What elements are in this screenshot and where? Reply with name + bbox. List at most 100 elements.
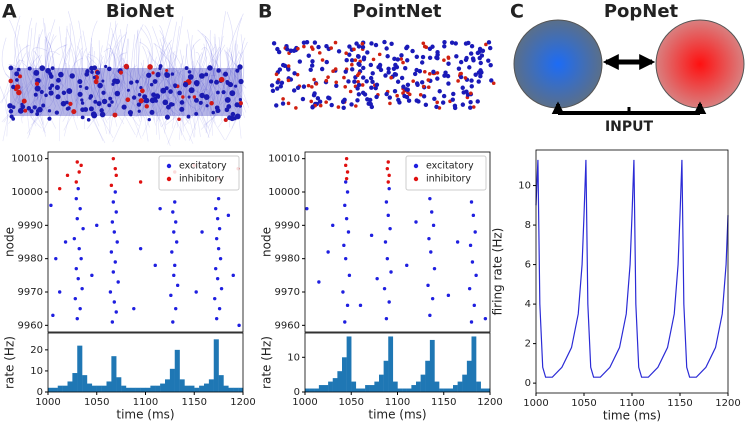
axon bbox=[155, 98, 171, 115]
spike bbox=[430, 210, 434, 214]
axon bbox=[188, 118, 199, 141]
point-cell bbox=[343, 84, 348, 89]
hist-bar bbox=[106, 381, 112, 392]
dendrite bbox=[178, 88, 187, 116]
dendrite bbox=[133, 24, 144, 86]
point-cell bbox=[324, 100, 328, 104]
point-cell bbox=[414, 98, 419, 103]
chart: 9960 9970 9980 9990 10000 10010 node excitatory… bbox=[3, 151, 244, 333]
inhibitory-population bbox=[655, 19, 745, 109]
point-cell bbox=[370, 79, 375, 85]
axon bbox=[165, 100, 178, 114]
cell bbox=[66, 88, 73, 95]
hist-bar bbox=[462, 374, 468, 392]
point-cell bbox=[334, 83, 339, 88]
cell bbox=[137, 92, 142, 97]
point-cell bbox=[369, 85, 374, 90]
y-axis-label: rate (Hz) bbox=[260, 336, 274, 389]
dendrite bbox=[87, 51, 95, 96]
point-cell bbox=[350, 67, 355, 72]
spike bbox=[171, 210, 175, 214]
spike bbox=[194, 290, 198, 294]
dendrite bbox=[172, 83, 185, 117]
hist-bar bbox=[126, 387, 132, 392]
cell bbox=[170, 72, 175, 76]
spike bbox=[51, 313, 55, 318]
point-cell bbox=[401, 60, 405, 65]
point-cell bbox=[478, 60, 483, 66]
hist-bar bbox=[466, 360, 472, 392]
point-cell bbox=[306, 53, 311, 58]
spike bbox=[116, 280, 120, 284]
point-cell bbox=[316, 44, 321, 50]
spike bbox=[111, 156, 116, 161]
cell bbox=[15, 78, 19, 82]
cell bbox=[101, 98, 108, 105]
point-cell bbox=[421, 41, 426, 46]
point-cell bbox=[435, 76, 440, 81]
cell bbox=[143, 99, 147, 103]
cell bbox=[146, 72, 152, 78]
spike bbox=[173, 263, 177, 268]
cell bbox=[224, 107, 230, 113]
dendrite bbox=[109, 91, 111, 116]
dendrite bbox=[232, 71, 241, 113]
spike bbox=[214, 266, 218, 271]
axon bbox=[230, 80, 243, 110]
dendrite bbox=[45, 19, 56, 82]
point-cell bbox=[440, 100, 446, 105]
cell bbox=[26, 106, 32, 111]
cell bbox=[154, 99, 158, 103]
spike bbox=[158, 206, 162, 211]
point-cell bbox=[329, 102, 334, 108]
point-cell bbox=[346, 79, 351, 84]
point-cell bbox=[414, 54, 420, 59]
spike bbox=[473, 230, 477, 234]
hist-bar bbox=[57, 385, 63, 392]
legend-box bbox=[405, 155, 487, 191]
hist-bar bbox=[471, 336, 477, 392]
spike bbox=[429, 250, 433, 254]
spike bbox=[385, 166, 390, 171]
axon bbox=[35, 82, 42, 104]
hist-bar bbox=[374, 381, 380, 392]
y-axis-label: node bbox=[3, 227, 17, 257]
spike bbox=[218, 256, 223, 261]
point-cell bbox=[442, 58, 446, 62]
point-cell bbox=[356, 92, 362, 97]
axon bbox=[0, 86, 14, 104]
x-axis-label: time (ms) bbox=[116, 408, 174, 422]
axon bbox=[102, 88, 115, 116]
hist-bar bbox=[443, 388, 449, 392]
point-cell bbox=[383, 73, 388, 78]
cell bbox=[187, 74, 194, 80]
point-cell bbox=[341, 99, 346, 104]
dendrite bbox=[230, 47, 238, 91]
point-cell bbox=[477, 46, 483, 52]
point-cell bbox=[451, 91, 456, 97]
point-cell bbox=[362, 92, 368, 97]
spike bbox=[331, 223, 335, 228]
point-cell bbox=[403, 65, 408, 71]
spike bbox=[386, 160, 390, 164]
cell bbox=[182, 81, 189, 88]
hist-bar bbox=[121, 385, 127, 392]
cell bbox=[8, 109, 14, 114]
spike bbox=[200, 230, 204, 234]
cell bbox=[225, 79, 230, 84]
point-cell bbox=[415, 82, 420, 88]
spike bbox=[344, 180, 348, 184]
point-cell bbox=[418, 92, 423, 97]
spike bbox=[110, 220, 115, 224]
cell bbox=[186, 114, 191, 119]
point-cell bbox=[469, 43, 475, 49]
spike bbox=[428, 196, 432, 201]
cell bbox=[104, 64, 108, 69]
point-cell bbox=[399, 57, 404, 61]
axon bbox=[58, 117, 61, 142]
dendrite bbox=[26, 17, 33, 75]
dendrite bbox=[103, 48, 115, 74]
dendrite bbox=[55, 44, 66, 76]
input-label: INPUT bbox=[605, 119, 654, 135]
dendrite bbox=[207, 75, 216, 97]
